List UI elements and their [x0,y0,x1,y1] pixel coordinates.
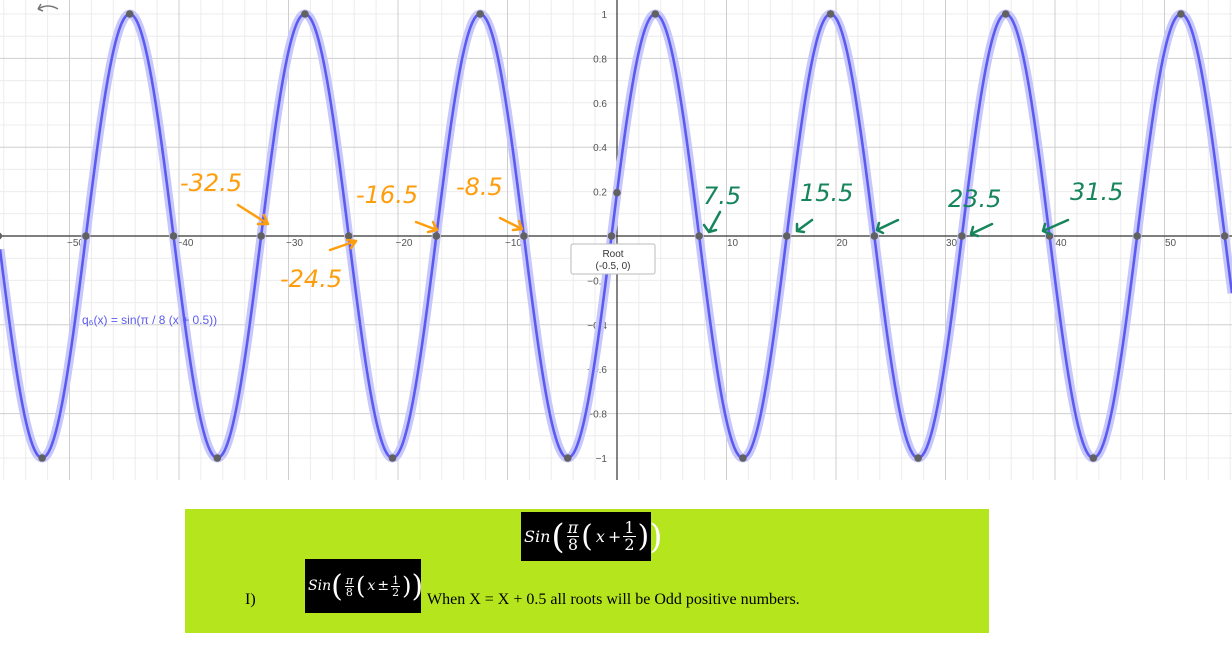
arrow-to-neg-8-5 [498,216,524,232]
x-tick-label: −10 [505,238,522,249]
arrow-to-neg-16-5 [414,220,439,234]
root-tooltip-value: (-0.5, 0) [595,261,630,272]
root-point[interactable] [82,232,90,240]
x-tick-label: −50 [67,238,84,249]
root-point[interactable] [257,232,265,240]
roots-description: When X = X + 0.5 all roots will be Odd p… [427,591,800,608]
x-tick-label: −30 [286,238,303,249]
annotation-23-5: 23.5 [948,185,1001,213]
root-point[interactable] [169,232,178,240]
arrow-to-23-5 [969,222,994,238]
root-point[interactable] [607,232,616,240]
maximum-point[interactable] [125,10,134,18]
maximum-point[interactable] [301,10,309,18]
arrow-to-neg-24-5 [328,238,358,252]
root-point[interactable] [432,232,441,240]
minimum-point[interactable] [213,454,222,462]
x-tick-label: 50 [1165,238,1177,249]
root-point[interactable] [520,232,528,240]
root-point[interactable] [695,232,703,240]
minimum-point[interactable] [739,454,747,462]
maximum-point[interactable] [476,10,484,18]
annotation-neg-8-5: -8.5 [456,173,503,201]
arrow-to-31-5 [1041,218,1070,236]
y-tick-label: 0.2 [593,188,607,199]
function-graph[interactable]: −50−40−30−20−1001020304050 10.80.60.40.2… [0,0,1232,480]
arrow-to-neg-32-5 [236,203,270,226]
x-tick-label: −20 [396,238,413,249]
annotation-31-5: 31.5 [1070,178,1123,206]
special-points [0,10,1229,462]
root-point[interactable] [870,232,879,240]
annotation-neg-32-5: -32.5 [180,169,242,197]
root-point[interactable] [782,232,791,240]
y-tick-label: 0.6 [593,99,607,110]
minimum-point[interactable] [563,454,572,462]
arrow-to-15-5 [795,218,814,234]
annotation-7-5: 7.5 [703,182,741,210]
y-tick-label: 0.8 [593,54,607,65]
root-point[interactable] [1220,232,1229,240]
x-tick-label: 30 [946,238,958,249]
root-point[interactable] [344,232,353,240]
sine-curve[interactable] [0,12,1232,460]
root-tooltip-title: Root [602,249,623,260]
y-intercept-point[interactable] [613,188,621,197]
arrow-to-7-5 [702,210,722,234]
x-tick-label: 40 [1055,238,1067,249]
maximum-point[interactable] [651,10,660,18]
maximum-point[interactable] [1001,10,1010,18]
minimum-point[interactable] [914,454,922,462]
root-point[interactable] [1133,232,1141,240]
annotation-neg-16-5: -16.5 [356,181,418,209]
arrow-to-19-5 [875,218,900,235]
root-point[interactable] [0,232,3,240]
root-point[interactable] [958,232,966,240]
y-tick-label: 1 [601,10,607,21]
y-tick-label: 0.4 [593,143,607,154]
item-label: I) [245,591,256,608]
function-label[interactable]: q₆(x) = sin(π / 8 (x + 0.5)) [82,313,217,327]
minimum-point[interactable] [1089,454,1098,462]
minimum-point[interactable] [388,454,397,462]
y-tick-label: −1 [596,454,608,465]
maximum-point[interactable] [826,10,835,18]
handwritten-annotations: -32.5 -24.5 -16.5 -8.5 7.5 15.5 23.5 31.… [180,169,1123,293]
maximum-point[interactable] [1177,10,1185,18]
x-tick-label: −40 [177,238,194,249]
x-tick-label: 20 [836,238,848,249]
x-tick-label: 10 [727,238,739,249]
undo-icon[interactable] [37,3,59,12]
annotation-neg-24-5: -24.5 [280,265,342,293]
y-tick-label: −0.2 [587,276,607,287]
minimum-point[interactable] [38,454,46,462]
minor-grid [0,0,1232,480]
annotation-15-5: 15.5 [800,179,853,207]
root-tooltip: Root (-0.5, 0) [570,243,656,275]
y-tick-label: −0.8 [587,410,607,421]
